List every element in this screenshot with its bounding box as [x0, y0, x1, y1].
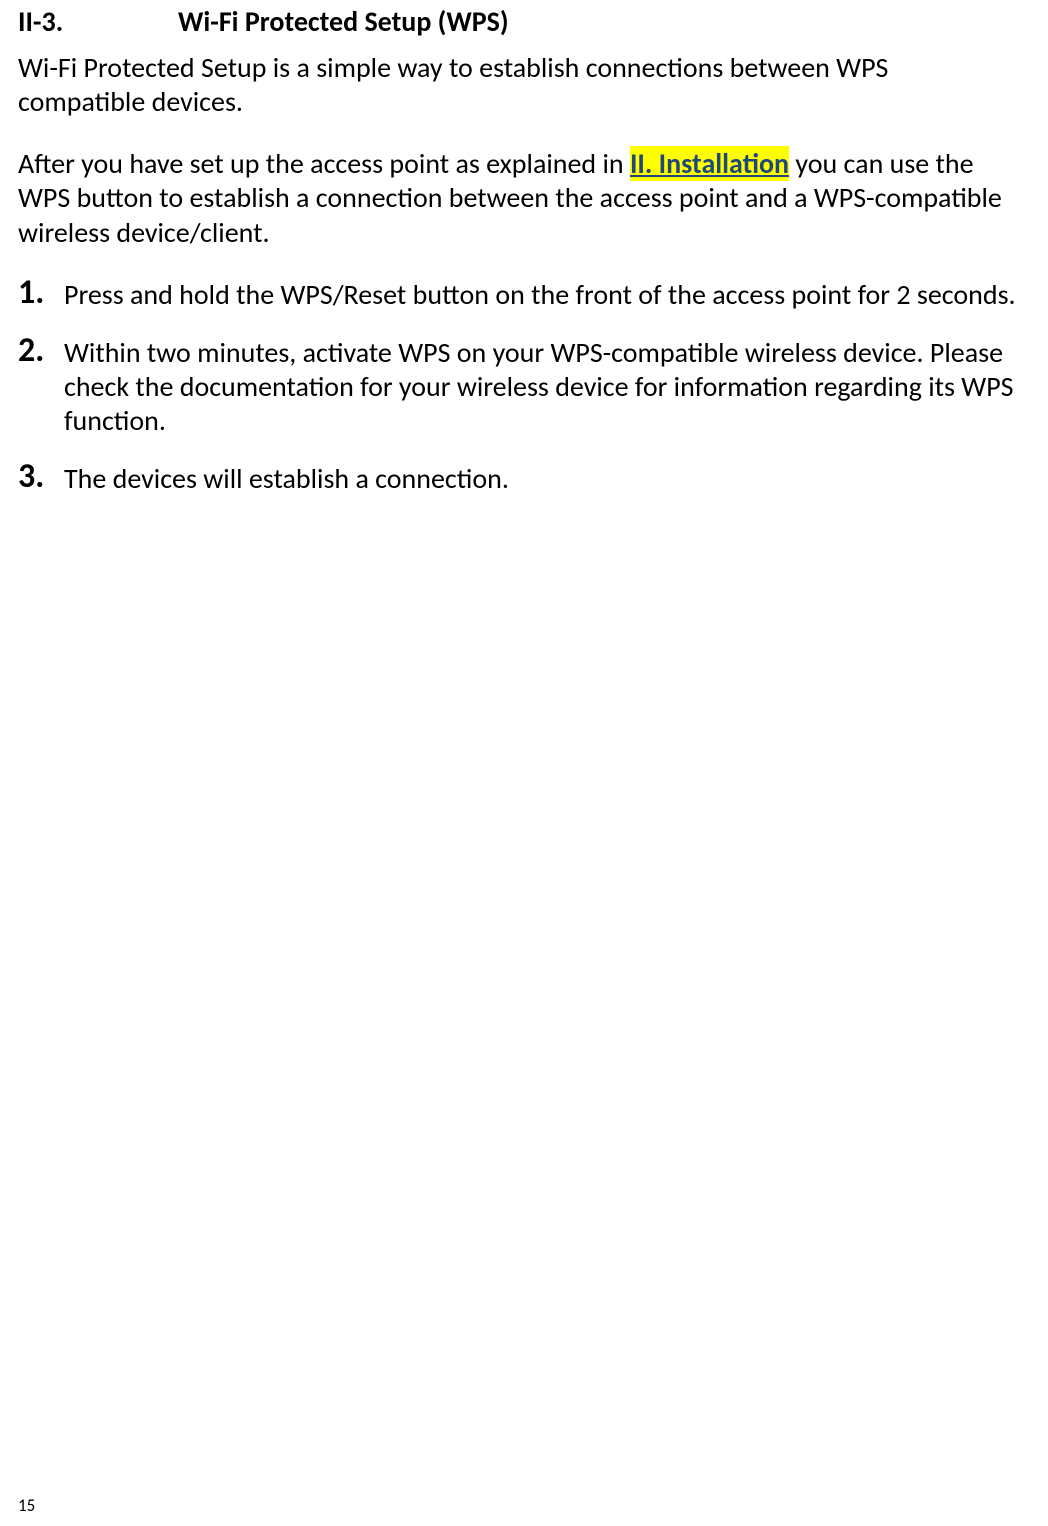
- page-number: 15: [18, 1495, 35, 1516]
- step-3: 3. The devices will establish a connecti…: [18, 462, 1018, 496]
- heading-number: II-3.: [18, 4, 178, 39]
- para2-pre: After you have set up the access point a…: [18, 146, 630, 181]
- step-1: 1. Press and hold the WPS/Reset button o…: [18, 278, 1018, 312]
- step-text: Press and hold the WPS/Reset button on t…: [64, 277, 1016, 312]
- step-number: 2.: [18, 330, 44, 371]
- installation-link[interactable]: II. Installation: [630, 146, 789, 181]
- step-text: Within two minutes, activate WPS on your…: [64, 335, 1014, 438]
- section-heading: II-3.Wi-Fi Protected Setup (WPS): [18, 4, 1018, 39]
- step-2: 2. Within two minutes, activate WPS on y…: [18, 336, 1018, 438]
- step-number: 3.: [18, 456, 44, 497]
- document-page: II-3.Wi-Fi Protected Setup (WPS) Wi-Fi P…: [0, 4, 1048, 1526]
- heading-title: Wi-Fi Protected Setup (WPS): [178, 4, 509, 39]
- intro-paragraph-2: After you have set up the access point a…: [18, 147, 1018, 249]
- intro-paragraph-1: Wi-Fi Protected Setup is a simple way to…: [18, 51, 1018, 119]
- step-number: 1.: [18, 272, 44, 313]
- step-text: The devices will establish a connection.: [64, 461, 509, 496]
